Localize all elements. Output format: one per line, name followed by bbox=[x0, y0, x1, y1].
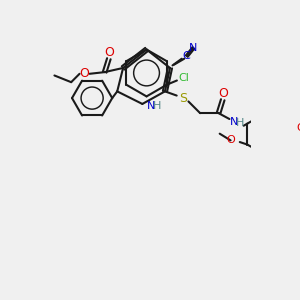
Text: O: O bbox=[104, 46, 114, 59]
Text: O: O bbox=[79, 67, 89, 80]
Text: H: H bbox=[236, 118, 244, 128]
Text: O: O bbox=[218, 87, 228, 101]
Text: N: N bbox=[189, 43, 198, 53]
Text: O: O bbox=[226, 135, 235, 146]
Text: Cl: Cl bbox=[178, 73, 189, 83]
Text: N: N bbox=[230, 116, 238, 127]
Text: H: H bbox=[153, 101, 162, 112]
Text: C: C bbox=[183, 51, 190, 61]
Text: O: O bbox=[296, 123, 300, 133]
Text: S: S bbox=[179, 92, 188, 105]
Text: N: N bbox=[146, 101, 155, 112]
